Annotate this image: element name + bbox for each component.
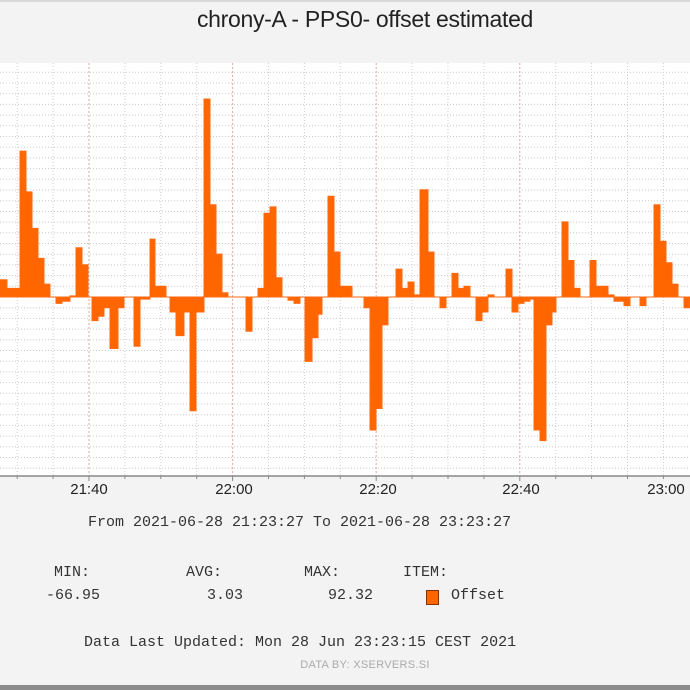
x-tick-label: 23:00 [647, 481, 685, 498]
credit-text: DATA BY: XSERVERS.SI [300, 659, 430, 671]
window-top-edge [0, 0, 690, 2]
plot-background [0, 63, 690, 476]
legend-item-name: Offset [451, 587, 506, 604]
max-value: 92.32 [328, 587, 374, 604]
chart-title: chrony-A - PPS0- offset estimated [196, 6, 534, 32]
legend-swatch-icon [426, 590, 439, 605]
grid-lines [0, 63, 690, 476]
min-value: -66.95 [46, 587, 101, 604]
x-tick-label: 22:40 [502, 481, 540, 498]
x-axis-ticks [16, 476, 664, 481]
x-tick-label: 22:20 [359, 481, 397, 498]
x-tick-label: 22:00 [215, 481, 253, 498]
time-range-text: From 2021-06-28 21:23:27 To 2021-06-28 2… [88, 514, 512, 531]
avg-label: AVG: [186, 564, 223, 581]
avg-value: 3.03 [207, 587, 244, 604]
window-bottom-edge [0, 685, 690, 690]
offset-series [0, 98, 690, 442]
last-updated-text: Data Last Updated: Mon 28 Jun 23:23:15 C… [84, 634, 517, 651]
x-tick-label: 21:40 [70, 481, 108, 498]
max-label: MAX: [304, 564, 341, 581]
item-label: ITEM: [403, 564, 449, 581]
min-label: MIN: [54, 564, 91, 581]
